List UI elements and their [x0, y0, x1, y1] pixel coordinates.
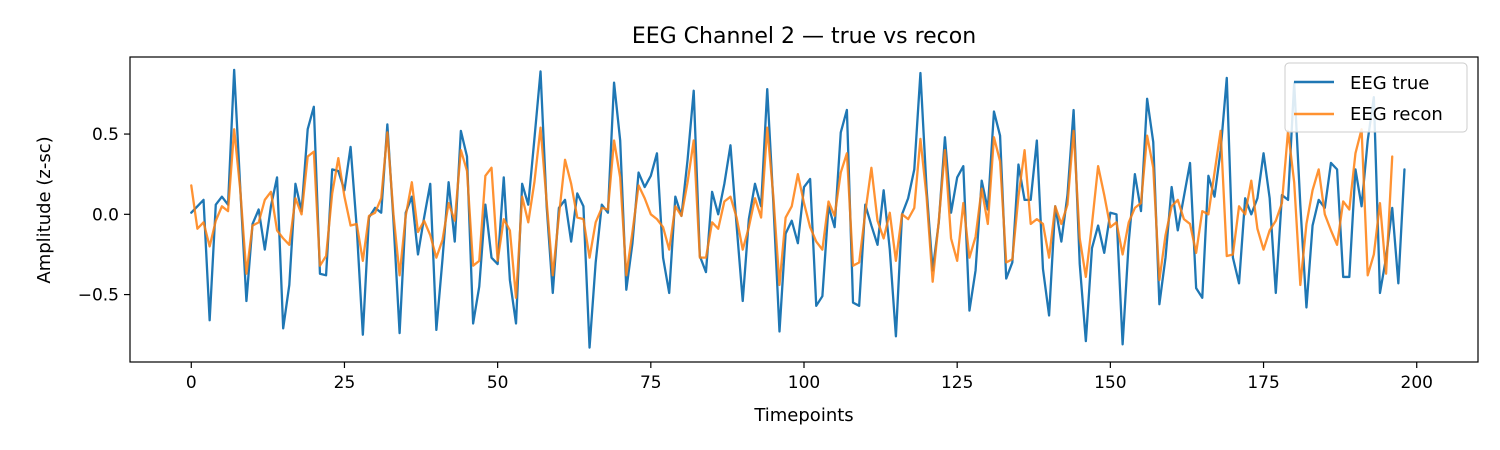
y-tick-label: 0.5	[92, 125, 119, 145]
legend: EEG true EEG recon	[1284, 62, 1468, 133]
x-tick-label: 100	[788, 373, 820, 393]
y-tick-label: 0.0	[92, 205, 119, 225]
x-tick-label: 125	[941, 373, 973, 393]
x-axis-label: Timepoints	[753, 405, 853, 426]
x-tick-label: 75	[640, 373, 662, 393]
x-tick-label: 200	[1401, 373, 1433, 393]
x-tick-label: 25	[334, 373, 356, 393]
y-axis-label: Amplitude (z-sc)	[34, 136, 55, 283]
y-axis-ticks: −0.5 0.0 0.5	[78, 125, 130, 306]
y-tick-label: −0.5	[78, 286, 119, 306]
plot-area-frame	[129, 56, 1479, 363]
series-line-eeg-recon	[190, 126, 1394, 299]
legend-label-eeg-recon: EEG recon	[1350, 104, 1443, 125]
x-tick-label: 175	[1247, 373, 1279, 393]
x-axis-ticks: 0 25 50 75 100 125 150 175 200	[186, 362, 1433, 393]
x-tick-label: 50	[487, 373, 509, 393]
chart-title: EEG Channel 2 — true vs recon	[632, 24, 976, 49]
legend-label-eeg-true: EEG true	[1350, 73, 1429, 94]
x-tick-label: 0	[186, 373, 197, 393]
series-layer	[190, 68, 1406, 349]
x-tick-label: 150	[1094, 373, 1126, 393]
